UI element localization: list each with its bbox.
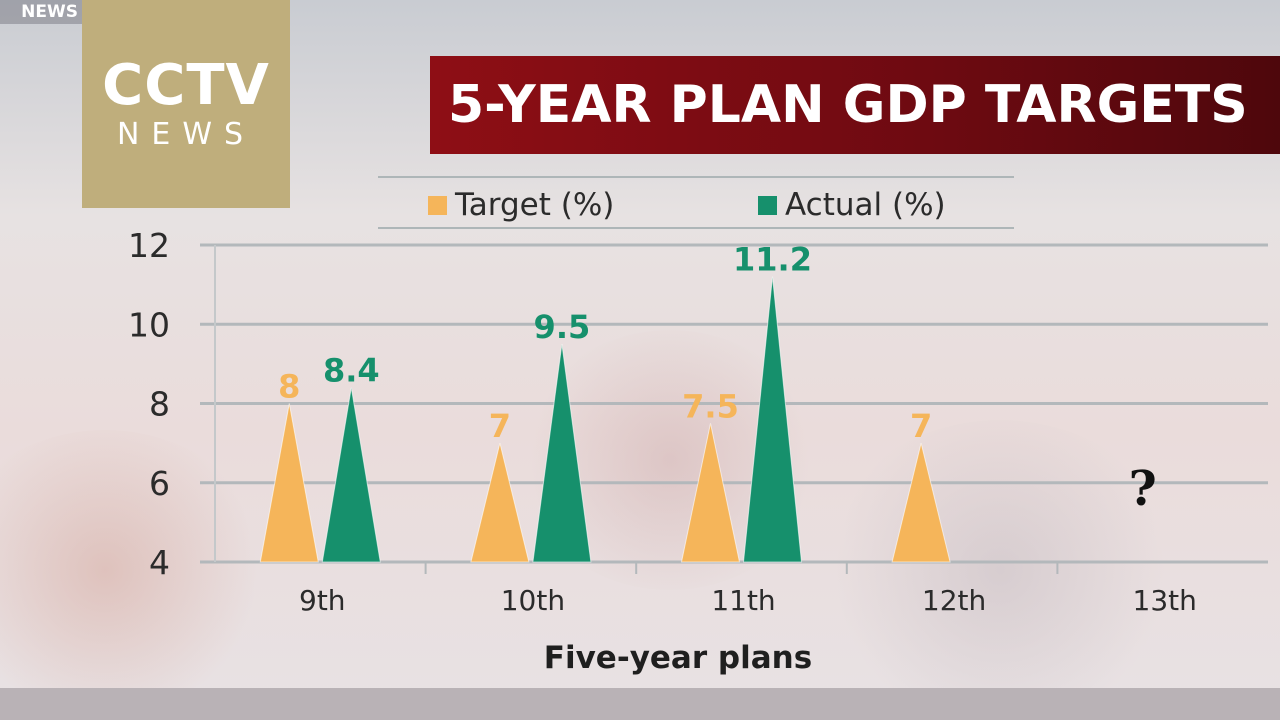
cctv-news-logo: CCTV NEWS (82, 0, 290, 208)
y-tick-label-4: 4 (149, 543, 170, 582)
target-spike-9th (259, 403, 319, 563)
actual-data-label-10th: 9.5 (534, 308, 591, 346)
background-blur-right (820, 420, 1180, 720)
x-tick-label-9th: 9th (299, 584, 346, 617)
chart-title: 5-YEAR PLAN GDP TARGETS (448, 75, 1248, 135)
x-axis-title: Five-year plans (544, 640, 812, 676)
x-tick-label-11th: 11th (711, 584, 775, 617)
title-banner: 5-YEAR PLAN GDP TARGETS (430, 56, 1280, 154)
target-spike-11th (680, 423, 741, 563)
legend-swatch-actual (758, 195, 777, 215)
legend-label-target: Target (%) (455, 187, 615, 223)
actual-data-label-9th: 8.4 (323, 352, 380, 390)
legend-item-target: Target (%) (428, 185, 614, 225)
actual-data-label-11th: 11.2 (733, 241, 812, 279)
target-data-label-12th: 7 (910, 407, 932, 445)
background-blur-left (0, 430, 270, 710)
target-spike-12th (891, 443, 951, 563)
corner-news-tag: NEWS (0, 0, 82, 24)
target-spike-10th (470, 443, 530, 563)
logo-sub-text: NEWS (116, 117, 256, 152)
legend-bottom-rule (378, 227, 1014, 229)
legend-top-rule (378, 176, 1014, 178)
legend-swatch-target (428, 195, 447, 215)
x-tick-label-12th: 12th (922, 584, 986, 617)
annotation-13th: ? (1129, 461, 1157, 517)
actual-spike-11th (742, 276, 803, 563)
y-tick-label-6: 6 (149, 464, 170, 503)
logo-main-text: CCTV (102, 53, 270, 118)
actual-spike-9th (321, 387, 381, 563)
y-tick-label-8: 8 (149, 385, 170, 424)
legend-item-actual: Actual (%) (758, 185, 946, 225)
x-tick-label-10th: 10th (501, 584, 565, 617)
y-tick-label-12: 12 (128, 226, 170, 265)
target-data-label-10th: 7 (489, 407, 511, 445)
y-tick-label-10: 10 (128, 305, 170, 344)
bottom-strip (0, 688, 1280, 720)
target-data-label-9th: 8 (278, 368, 300, 406)
target-data-label-11th: 7.5 (682, 387, 739, 425)
x-tick-label-13th: 13th (1133, 584, 1197, 617)
legend-label-actual: Actual (%) (785, 187, 946, 223)
actual-spike-10th (532, 343, 592, 563)
